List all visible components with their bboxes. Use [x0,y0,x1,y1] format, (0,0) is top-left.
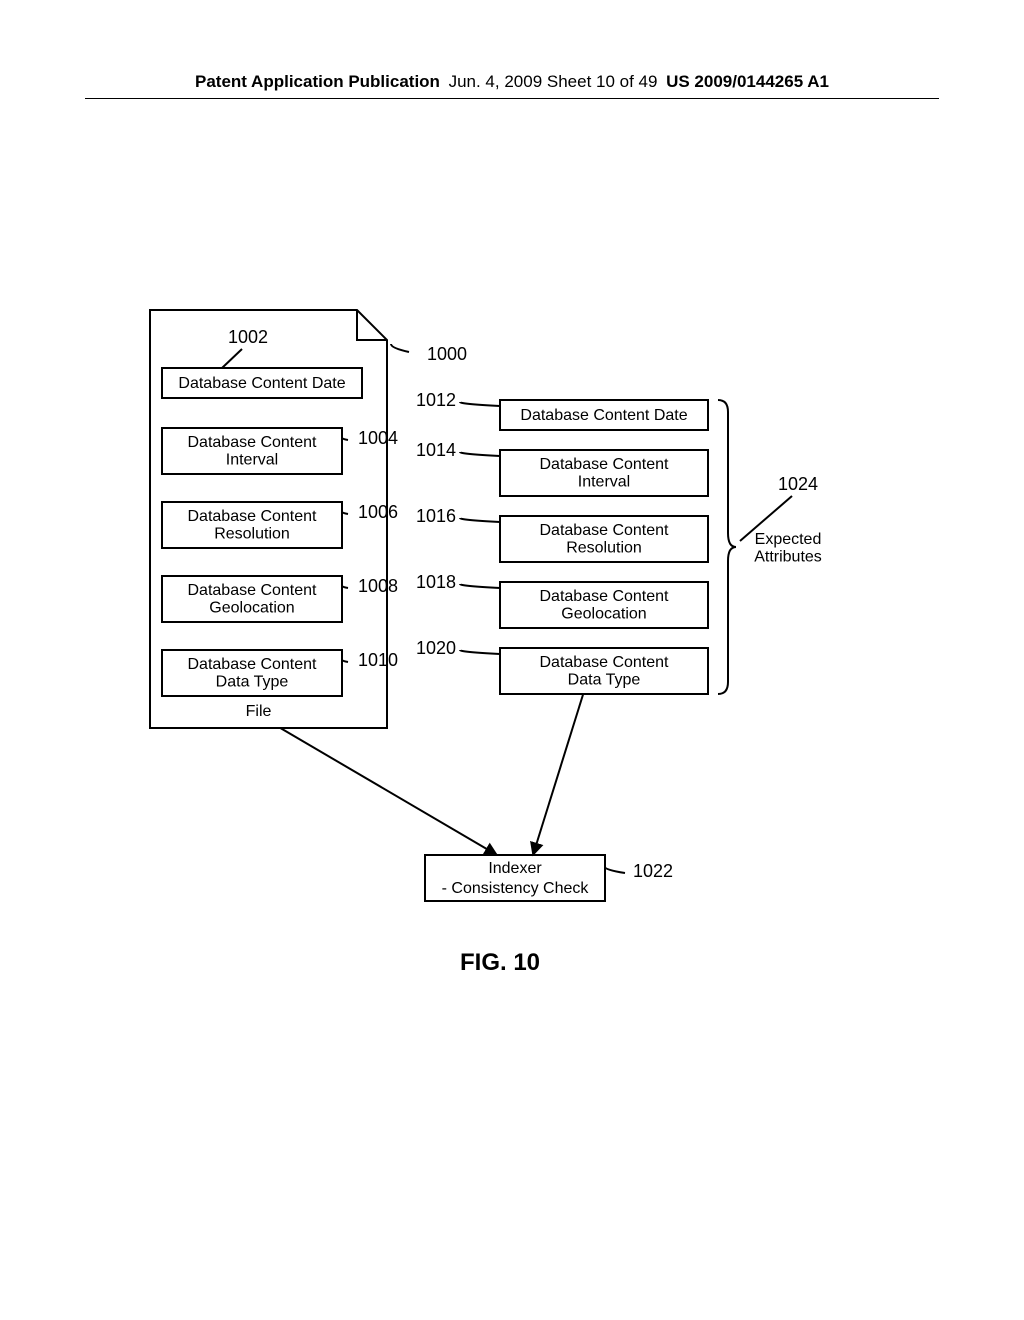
num-1022: 1022 [633,861,673,881]
leader-1014 [460,452,500,456]
leader-1020 [460,650,500,654]
num-1008: 1008 [358,576,398,596]
num-1006: 1006 [358,502,398,522]
arrow-expected-to-indexer [533,694,583,855]
num-1012: 1012 [416,390,456,410]
leader-1008 [342,586,348,588]
expected-item-text: Database Content Date [520,407,687,424]
leader-1010 [342,660,348,662]
leader-1004 [342,438,348,440]
page: Patent Application Publication Jun. 4, 2… [0,0,1024,1320]
num-1018: 1018 [416,572,456,592]
figure-svg: 1000 Database Content Date 1002 Database Co… [0,0,1024,1320]
expected-item-text: Database ContentData Type [540,654,670,689]
leader-1002 [222,349,242,368]
brace-expected [718,400,736,694]
leader-1006 [342,512,348,514]
indexer-line1: Indexer [488,860,542,877]
expected-label: ExpectedAttributes [754,531,822,566]
arrow-file-to-indexer [280,728,497,855]
leader-1018 [460,584,500,588]
callout-1000 [391,344,409,352]
indexer-line2: - Consistency Check [442,880,590,897]
num-1020: 1020 [416,638,456,658]
num-1024: 1024 [778,474,818,494]
file-item-text: Database ContentData Type [188,656,318,691]
num-1002: 1002 [228,327,268,347]
num-1016: 1016 [416,506,456,526]
file-item-text: Database Content Date [178,375,345,392]
file-item-text: Database ContentResolution [188,508,318,543]
num-1004: 1004 [358,428,398,448]
expected-item-text: Database ContentResolution [540,522,670,557]
file-item-text: Database ContentGeolocation [188,582,318,617]
leader-1022 [605,867,625,873]
expected-item-text: Database ContentGeolocation [540,588,670,623]
figure-caption: FIG. 10 [460,949,540,976]
leader-1012 [460,402,500,406]
num-1000: 1000 [427,344,467,364]
expected-item-text: Database ContentInterval [540,456,670,491]
leader-1016 [460,518,500,522]
num-1010: 1010 [358,650,398,670]
file-item-text: Database ContentInterval [188,434,318,469]
num-1014: 1014 [416,440,456,460]
file-caption: File [246,703,272,720]
